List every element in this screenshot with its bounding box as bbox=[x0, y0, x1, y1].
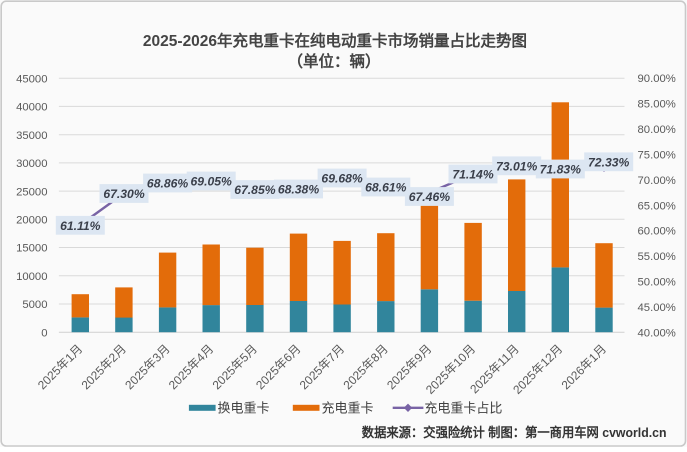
svg-text:85.00%: 85.00% bbox=[638, 99, 676, 111]
svg-text:67.30%: 67.30% bbox=[103, 187, 144, 201]
svg-text:45.00%: 45.00% bbox=[638, 302, 676, 314]
svg-text:68.61%: 68.61% bbox=[365, 181, 406, 195]
svg-text:73.01%: 73.01% bbox=[496, 159, 537, 173]
svg-text:69.68%: 69.68% bbox=[321, 172, 362, 186]
svg-text:5000: 5000 bbox=[22, 299, 47, 311]
svg-text:40000: 40000 bbox=[16, 102, 47, 114]
svg-text:67.46%: 67.46% bbox=[409, 190, 450, 204]
svg-text:45000: 45000 bbox=[16, 73, 47, 85]
svg-text:25000: 25000 bbox=[16, 186, 47, 198]
svg-text:35000: 35000 bbox=[16, 130, 47, 142]
svg-text:15000: 15000 bbox=[16, 243, 47, 255]
svg-text:0: 0 bbox=[41, 327, 47, 339]
svg-text:65.00%: 65.00% bbox=[638, 200, 676, 212]
svg-text:（单位：辆）: （单位：辆） bbox=[287, 52, 380, 71]
svg-text:90.00%: 90.00% bbox=[638, 73, 676, 85]
svg-text:69.05%: 69.05% bbox=[191, 175, 232, 189]
svg-text:换电重卡: 换电重卡 bbox=[218, 400, 270, 415]
svg-text:70.00%: 70.00% bbox=[638, 175, 676, 187]
svg-text:充电重卡: 充电重卡 bbox=[322, 400, 374, 415]
svg-text:30000: 30000 bbox=[16, 158, 47, 170]
svg-text:充电重卡占比: 充电重卡占比 bbox=[424, 400, 502, 415]
svg-text:72.33%: 72.33% bbox=[588, 155, 629, 169]
svg-text:71.14%: 71.14% bbox=[452, 168, 493, 182]
svg-text:数据来源：交强险统计 制图：第一商用车网 cvworld.c: 数据来源：交强险统计 制图：第一商用车网 cvworld.cn bbox=[362, 425, 667, 440]
svg-text:68.38%: 68.38% bbox=[278, 183, 319, 197]
svg-text:55.00%: 55.00% bbox=[638, 251, 676, 263]
svg-text:71.83%: 71.83% bbox=[540, 163, 581, 177]
svg-text:2025-2026年充电重卡在纯电动重卡市场销量占比走势图: 2025-2026年充电重卡在纯电动重卡市场销量占比走势图 bbox=[143, 31, 527, 50]
svg-text:60.00%: 60.00% bbox=[638, 226, 676, 238]
svg-text:20000: 20000 bbox=[16, 215, 47, 227]
svg-text:68.86%: 68.86% bbox=[147, 177, 188, 191]
svg-text:67.85%: 67.85% bbox=[234, 183, 275, 197]
svg-text:50.00%: 50.00% bbox=[638, 277, 676, 289]
svg-text:61.11%: 61.11% bbox=[60, 219, 101, 233]
svg-text:80.00%: 80.00% bbox=[638, 124, 676, 136]
svg-text:75.00%: 75.00% bbox=[638, 150, 676, 162]
svg-text:10000: 10000 bbox=[16, 271, 47, 283]
svg-text:40.00%: 40.00% bbox=[638, 327, 676, 339]
